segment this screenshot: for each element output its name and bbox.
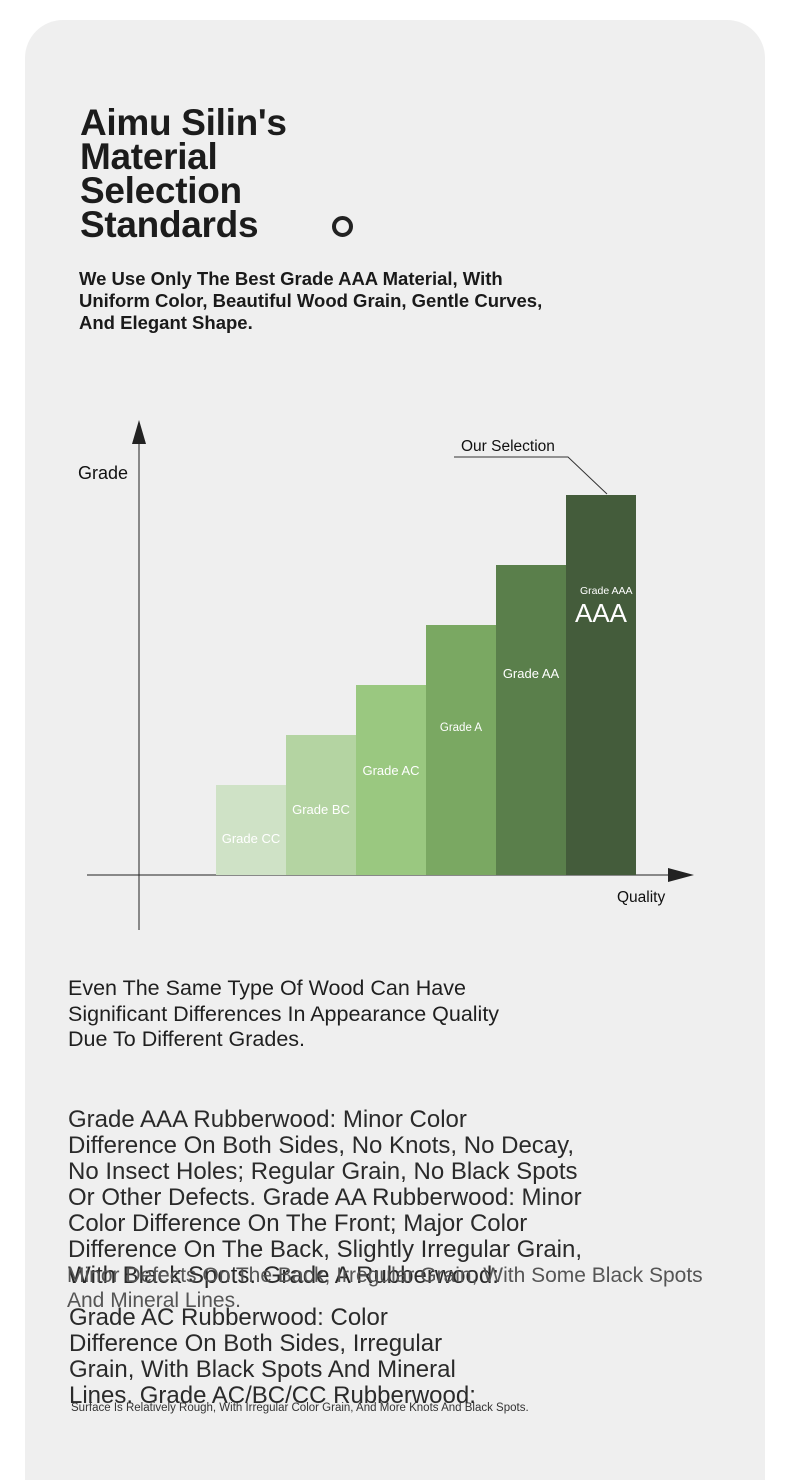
annotation-leader: [454, 456, 608, 495]
bar-grade-bc: [286, 735, 356, 875]
page-title: Aimu Silin's Material Selection Standard…: [80, 102, 380, 245]
y-axis-label: Grade: [78, 463, 128, 483]
footnote: Surface Is Relatively Rough, With Irregu…: [71, 1402, 529, 1414]
intro-paragraph: Even The Same Type Of Wood Can Have Sign…: [68, 976, 568, 1053]
y-axis-arrow: [132, 420, 146, 444]
description-line: Or Other Defects. Grade AA Rubberwood: M…: [68, 1184, 582, 1211]
paragraph-line: Significant Differences In Appearance Qu…: [68, 1001, 500, 1026]
x-axis-label: Quality: [617, 889, 665, 906]
x-axis-arrow: [668, 868, 694, 882]
grade-chart: Grade Quality Our Selection Grade CC Grad…: [78, 420, 694, 930]
subtitle-line: Uniform Color, Beautiful Wood Grain, Gen…: [79, 290, 543, 311]
grade-description: Grade AAA Rubberwood: Minor Color Differ…: [68, 1107, 688, 1289]
bar-label: Grade AC: [362, 763, 419, 778]
content-card: Aimu Silin's Material Selection Standard…: [25, 20, 765, 1480]
grade-description-continued: Grade AC Rubberwood: Color Difference On…: [69, 1305, 689, 1409]
bar-grade-aaa: [566, 495, 636, 875]
bar-grade-cc: [216, 785, 286, 875]
bar-grade-aa: [496, 565, 566, 875]
description-line: Grade AAA Rubberwood: Minor Color: [68, 1106, 467, 1133]
title-line: Standards: [80, 204, 259, 245]
ring-icon: [332, 216, 353, 237]
selection-annotation: Our Selection: [461, 438, 555, 455]
description-line: Color Difference On The Front; Major Col…: [68, 1210, 528, 1237]
description-line: Difference On The Back, Slightly Irregul…: [68, 1236, 583, 1263]
description-line: Difference On Both Sides, No Knots, No D…: [68, 1132, 575, 1159]
paragraph-line: Due To Different Grades.: [68, 1027, 306, 1051]
description-line: With Black Spots. Grade A Rubberwood:: [68, 1262, 499, 1289]
bar-grade-ac: [356, 685, 426, 875]
bar-grade-a: [426, 625, 496, 875]
description-line: No Insect Holes; Regular Grain, No Black…: [68, 1158, 578, 1185]
aaa-badge: AAA: [575, 598, 628, 628]
bar-label: Grade CC: [222, 831, 281, 846]
subtitle-line: And Elegant Shape.: [79, 312, 253, 333]
title-line: Selection: [80, 170, 242, 211]
bar-label: Grade A: [440, 722, 483, 734]
description-line: Grade AC Rubberwood: Color: [69, 1304, 388, 1331]
overlay-line: Minor Defects On The Back, Irregular Gra…: [67, 1264, 703, 1287]
overlay-text: Minor Defects On The Back, Irregular Gra…: [67, 1263, 765, 1313]
bar-label: Grade BC: [292, 802, 350, 817]
bar-label: Grade AAA: [580, 585, 633, 597]
overlay-line: And Mineral Lines.: [67, 1289, 241, 1312]
paragraph-line: Even The Same Type Of Wood Can Have: [68, 976, 466, 1000]
title-line: Aimu Silin's: [80, 102, 287, 143]
bar-label: Grade AA: [503, 666, 560, 681]
description-line: Grain, With Black Spots And Mineral: [69, 1356, 456, 1383]
title-line: Material: [80, 136, 218, 177]
description-line: Lines. Grade AC/BC/CC Rubberwood:: [69, 1382, 476, 1409]
subtitle-line: We Use Only The Best Grade AAA Material,…: [79, 268, 503, 289]
description-line: Difference On Both Sides, Irregular: [69, 1330, 443, 1357]
subtitle: We Use Only The Best Grade AAA Material,…: [79, 268, 579, 334]
